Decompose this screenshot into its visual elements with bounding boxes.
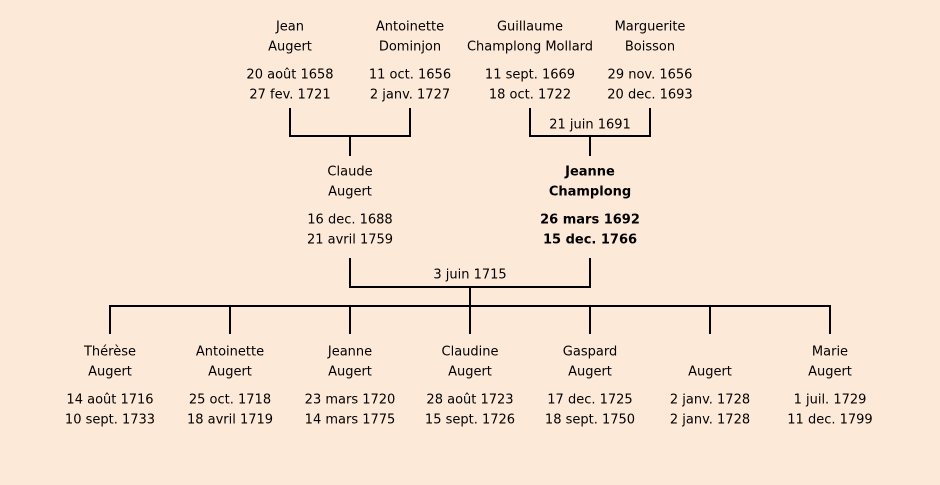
given-name: Marguerite: [615, 20, 686, 35]
birth-date: 2 janv. 1728: [670, 393, 750, 408]
birth-date: 26 mars 1692: [540, 213, 640, 228]
given-name: Thérèse: [83, 345, 136, 360]
given-name: Marie: [812, 345, 848, 360]
death-date: 2 janv. 1727: [370, 88, 450, 103]
surname: Dominjon: [379, 40, 441, 55]
surname: Augert: [328, 365, 372, 380]
death-date: 10 sept. 1733: [65, 413, 155, 428]
given-name: Claude: [327, 165, 372, 180]
birth-date: 25 oct. 1718: [189, 393, 271, 408]
death-date: 20 dec. 1693: [607, 88, 692, 103]
marriage-date: 3 juin 1715: [433, 268, 506, 283]
surname: Augert: [448, 365, 492, 380]
given-name: Jean: [275, 20, 304, 35]
given-name: Gaspard: [563, 345, 617, 360]
death-date: 18 avril 1719: [187, 413, 273, 428]
surname: Boisson: [625, 40, 675, 55]
surname: Augert: [88, 365, 132, 380]
birth-date: 11 oct. 1656: [369, 68, 451, 83]
birth-date: 11 sept. 1669: [485, 68, 575, 83]
birth-date: 1 juil. 1729: [794, 393, 867, 408]
surname: Champlong Mollard: [467, 40, 593, 55]
marriage-date: 21 juin 1691: [549, 118, 631, 133]
given-name: Antoinette: [376, 20, 444, 35]
given-name: Claudine: [442, 345, 499, 360]
surname: Augert: [808, 365, 852, 380]
death-date: 11 dec. 1799: [787, 413, 872, 428]
birth-date: 23 mars 1720: [305, 393, 396, 408]
birth-date: 28 août 1723: [426, 393, 513, 408]
given-name: Jeanne: [327, 345, 372, 360]
given-name: Guillaume: [497, 20, 563, 35]
death-date: 27 fev. 1721: [249, 88, 330, 103]
given-name: Antoinette: [196, 345, 264, 360]
given-name: Jeanne: [564, 165, 615, 180]
death-date: 15 sept. 1726: [425, 413, 515, 428]
death-date: 2 janv. 1728: [670, 413, 750, 428]
surname: Augert: [568, 365, 612, 380]
death-date: 14 mars 1775: [305, 413, 396, 428]
death-date: 18 sept. 1750: [545, 413, 635, 428]
surname: Augert: [328, 185, 372, 200]
birth-date: 17 dec. 1725: [547, 393, 632, 408]
surname: Augert: [268, 40, 312, 55]
surname: Augert: [208, 365, 252, 380]
death-date: 21 avril 1759: [307, 233, 393, 248]
surname: Champlong: [549, 185, 631, 200]
death-date: 18 oct. 1722: [489, 88, 571, 103]
death-date: 15 dec. 1766: [543, 233, 637, 248]
surname: Augert: [688, 365, 732, 380]
birth-date: 29 nov. 1656: [608, 68, 693, 83]
birth-date: 20 août 1658: [246, 68, 333, 83]
birth-date: 16 dec. 1688: [307, 213, 392, 228]
birth-date: 14 août 1716: [66, 393, 153, 408]
